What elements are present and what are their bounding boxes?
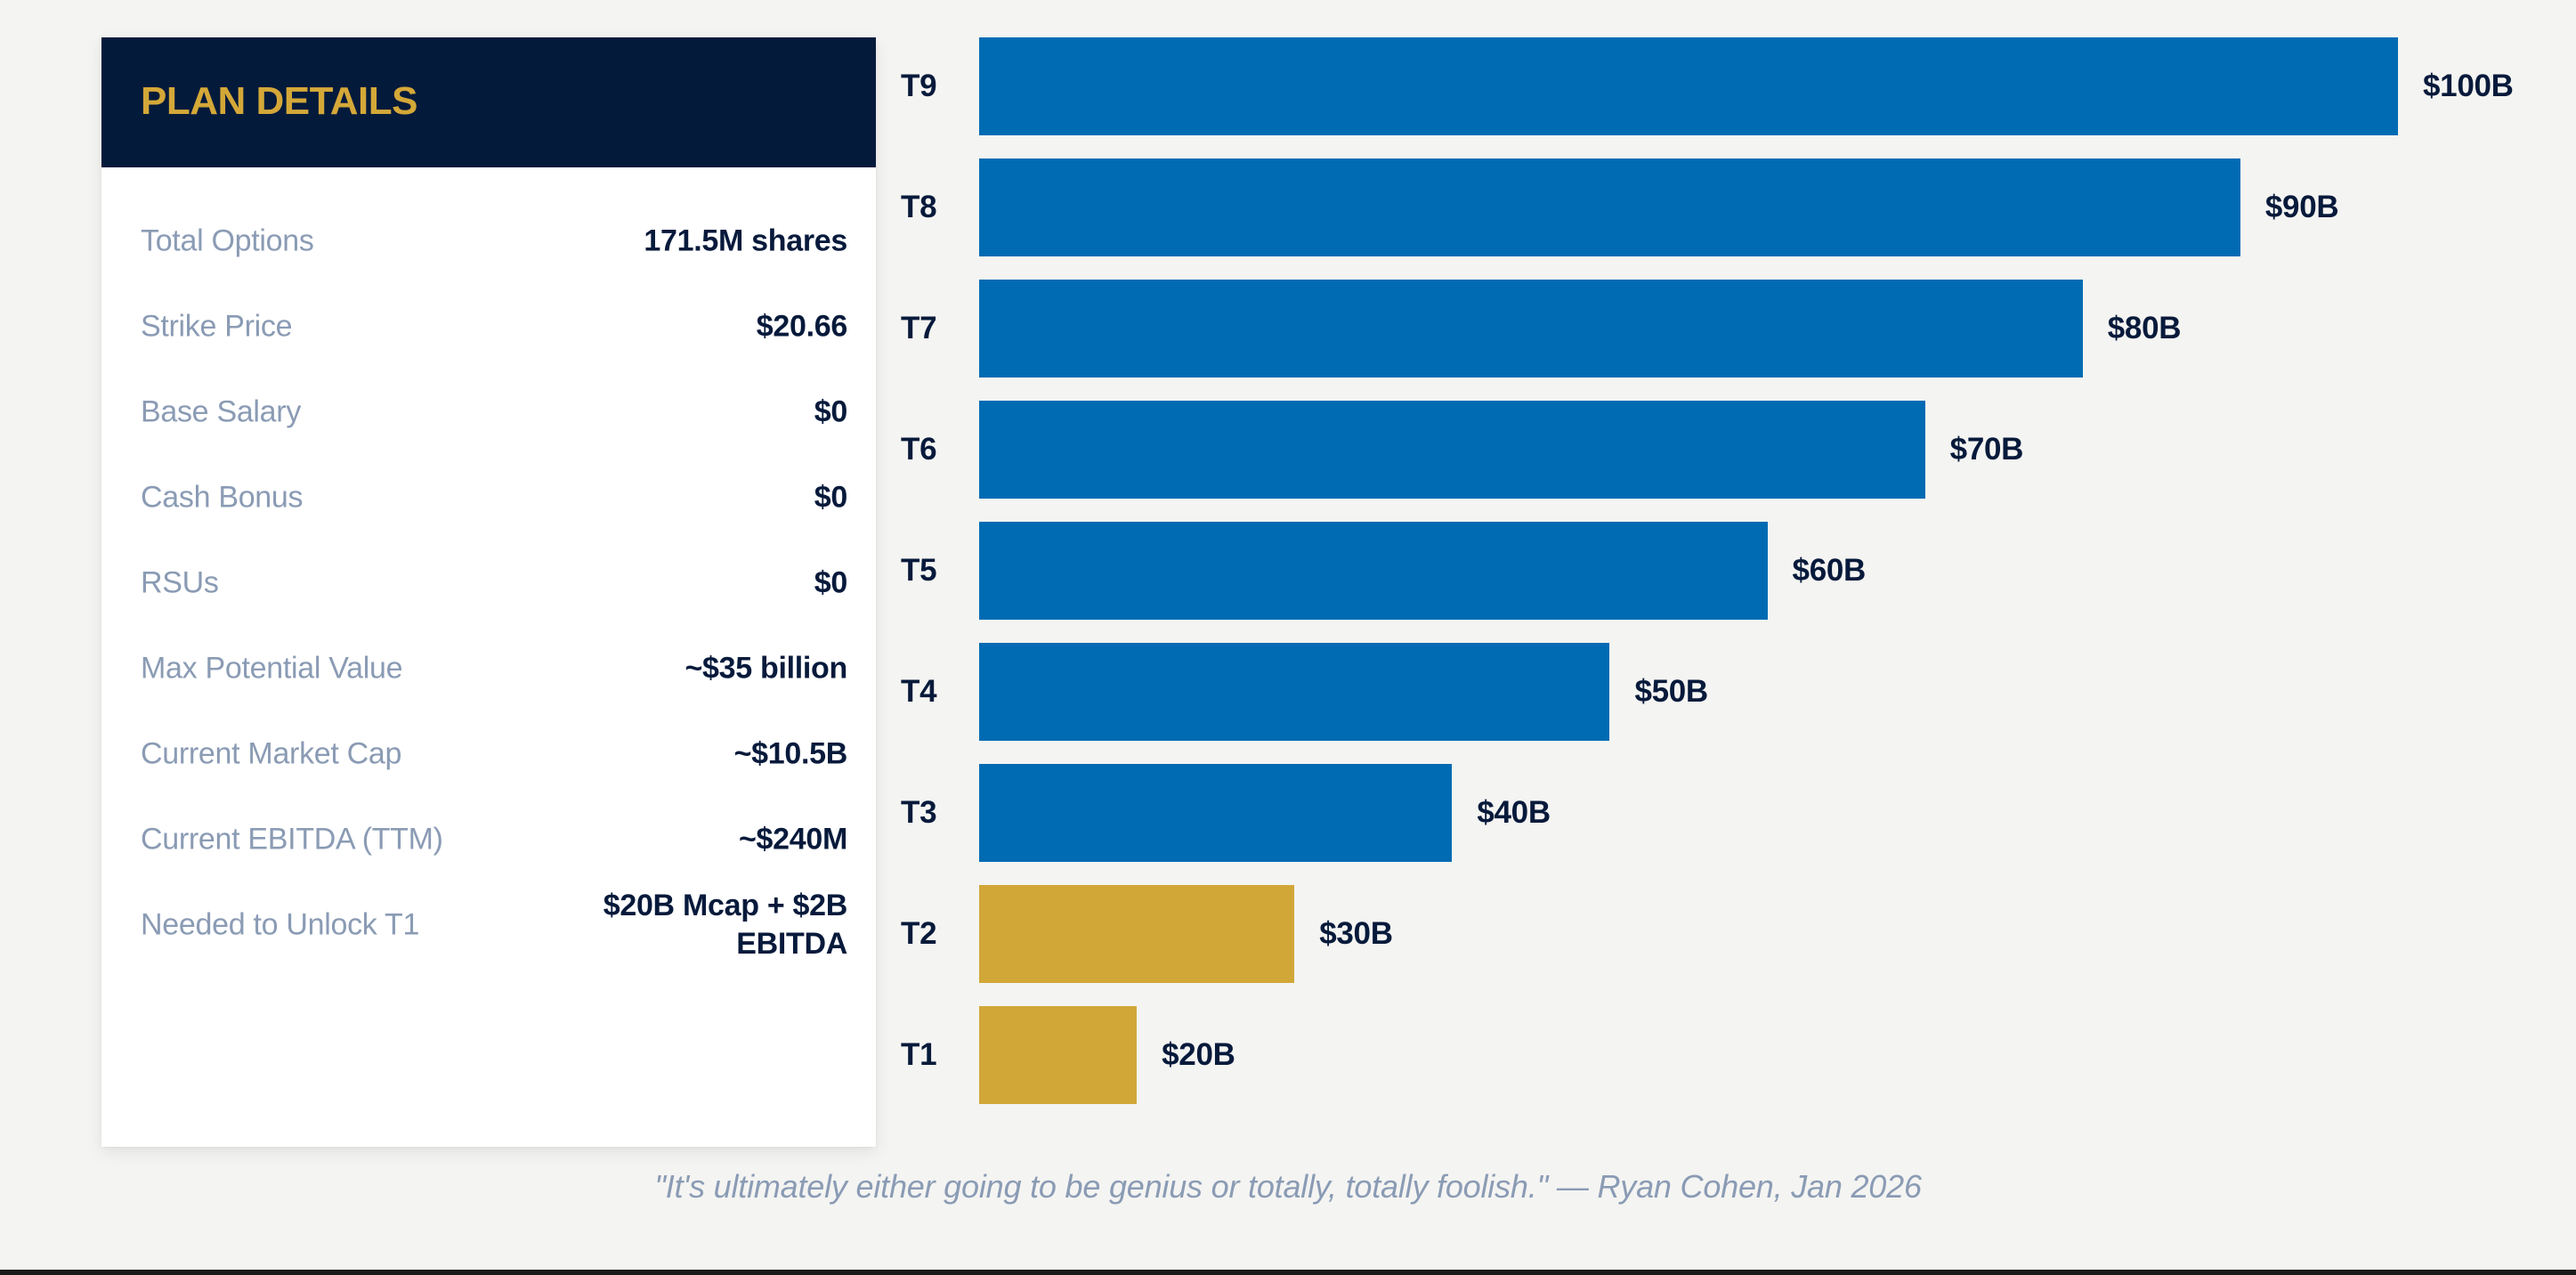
tier-label: T3	[901, 795, 937, 830]
detail-row: Current Market Cap ~$10.5B	[101, 711, 876, 797]
bar-value-label: $100B	[2423, 69, 2514, 103]
plan-details-panel: PLAN DETAILS Total Options 171.5M shares S…	[101, 37, 876, 1147]
bar-value-label: $70B	[1949, 432, 2024, 467]
detail-value: $0	[814, 565, 848, 600]
tier-label: T7	[901, 311, 937, 345]
detail-label: Base Salary	[141, 394, 302, 429]
detail-label: Strike Price	[141, 309, 293, 344]
bar-value-label: $90B	[2264, 190, 2339, 224]
detail-row: Base Salary $0	[101, 370, 876, 455]
detail-value: $20B Mcap + $2B EBITDA	[603, 889, 848, 961]
tier-label: T5	[901, 553, 937, 588]
detail-label: Max Potential Value	[141, 651, 403, 686]
panel-header: PLAN DETAILS	[101, 37, 876, 167]
detail-row: Strike Price $20.66	[101, 284, 876, 370]
bar-value-label: $40B	[1477, 795, 1551, 830]
detail-row: RSUs $0	[101, 540, 876, 626]
bar-value-label: $20B	[1162, 1037, 1235, 1072]
panel-title: PLAN DETAILS	[141, 79, 417, 123]
bottom-strip	[0, 1270, 2576, 1275]
bar-value-label: $30B	[1319, 916, 1393, 951]
detail-label: Needed to Unlock T1	[141, 907, 420, 942]
tier-label: T2	[901, 916, 937, 951]
detail-row: Current EBITDA (TTM) ~$240M	[101, 797, 876, 882]
tier-label: T1	[901, 1037, 937, 1072]
detail-label: RSUs	[141, 565, 219, 600]
detail-value: $20.66	[756, 309, 848, 344]
detail-value: ~$35 billion	[685, 651, 847, 686]
detail-row: Total Options 171.5M shares	[101, 199, 876, 284]
detail-value: 171.5M shares	[644, 223, 847, 258]
detail-label: Current Market Cap	[141, 736, 402, 771]
detail-value: $0	[814, 394, 848, 429]
bar-t8	[979, 158, 2240, 256]
detail-row: Needed to Unlock T1 $20B Mcap + $2B EBITD…	[101, 882, 876, 968]
bar-t2	[979, 885, 1295, 983]
quote: "It's ultimately either going to be geni…	[654, 1168, 1922, 1205]
bar-t4	[979, 643, 1610, 741]
bar-t5	[979, 522, 1768, 620]
detail-value: ~$10.5B	[733, 736, 848, 771]
tier-label: T8	[901, 190, 937, 224]
detail-row: Max Potential Value ~$35 billion	[101, 626, 876, 711]
detail-value: ~$240M	[738, 822, 847, 857]
detail-label: Cash Bonus	[141, 480, 304, 515]
bar-t3	[979, 764, 1453, 862]
tier-label: T4	[901, 674, 937, 709]
bar-value-label: $80B	[2107, 311, 2182, 345]
tier-label: T9	[901, 69, 937, 103]
bar-t9	[979, 37, 2398, 135]
detail-row: Cash Bonus $0	[101, 455, 876, 540]
bar-t6	[979, 401, 1925, 499]
detail-value: $0	[814, 480, 848, 515]
bar-t1	[979, 1006, 1138, 1104]
tier-label: T6	[901, 432, 937, 467]
detail-label: Total Options	[141, 223, 314, 258]
bar-t7	[979, 280, 2083, 378]
bar-value-label: $50B	[1634, 674, 1708, 709]
tier-bar-chart: T9 $100B T8 $90B T7 $80B T6 $70B T5 $60B T4 $50B T3 $…	[901, 37, 2514, 1104]
detail-label: Current EBITDA (TTM)	[141, 822, 443, 857]
bar-value-label: $60B	[1792, 553, 1867, 588]
